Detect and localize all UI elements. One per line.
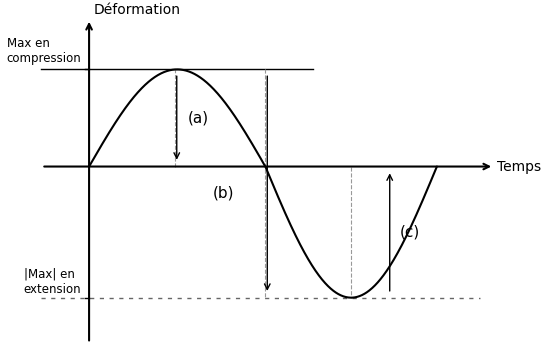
Text: Temps: Temps	[497, 159, 541, 173]
Text: (c): (c)	[399, 225, 419, 240]
Text: Déformation: Déformation	[94, 3, 181, 17]
Text: Max en
compression: Max en compression	[7, 37, 82, 65]
Text: |Max| en
extension: |Max| en extension	[24, 268, 82, 296]
Text: (a): (a)	[188, 111, 209, 126]
Text: (b): (b)	[212, 186, 234, 201]
